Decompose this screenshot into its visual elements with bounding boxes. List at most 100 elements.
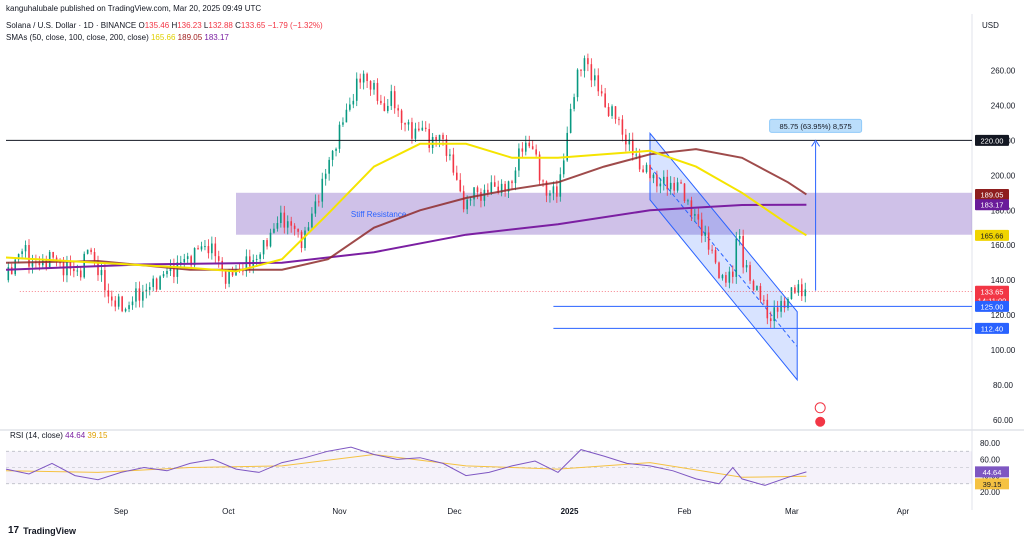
symbol-legend[interactable]: Solana / U.S. Dollar · 1D · BINANCE O135… (6, 21, 323, 30)
candle-body (269, 232, 272, 247)
candle-body (324, 173, 327, 179)
candle-body (76, 270, 79, 272)
candle-body (673, 182, 675, 191)
open-label: O (138, 21, 145, 30)
candle-body (514, 170, 517, 184)
price-tick-label: 240.00 (991, 101, 1016, 110)
price-axis-tag-label: 112.40 (981, 324, 1003, 333)
candle-body (242, 270, 244, 272)
candle-body (735, 238, 738, 277)
candle-body (373, 82, 375, 90)
drawings: 85.75 (63.95%) 8,575 (6, 118, 972, 427)
high-value: 136.23 (177, 21, 202, 30)
candle-body (625, 134, 627, 145)
candle-body (114, 300, 117, 307)
candle-body (128, 305, 130, 310)
candle-body (480, 192, 482, 201)
candle-body (255, 258, 258, 261)
candle-body (28, 245, 30, 267)
sma100-line (5, 148, 807, 271)
candle-body (604, 93, 606, 107)
candle-body (180, 262, 182, 264)
close-value: 133.65 (240, 21, 266, 30)
price-tick-label: 160.00 (991, 241, 1016, 250)
candle-body (66, 262, 68, 276)
candle-body (452, 154, 455, 173)
candle-body (421, 127, 424, 131)
candle-body (725, 275, 727, 283)
candle-body (62, 262, 65, 276)
price-axis-tag (975, 199, 1009, 211)
candle-body (331, 150, 334, 160)
sma-legend[interactable]: SMAs (50, close, 100, close, 200, close)… (6, 33, 229, 42)
candle-body (556, 186, 558, 197)
candle-body (31, 261, 34, 267)
price-axis-tag-label: 220.00 (981, 136, 1004, 145)
rsi-value-tag (975, 466, 1009, 478)
candle-body (776, 307, 779, 312)
candle-body (207, 246, 210, 254)
low-value: 132.88 (208, 21, 233, 30)
candle-body (745, 265, 748, 268)
price-axis-tag-label: 165.66 (981, 231, 1004, 240)
candle-body (700, 219, 703, 236)
candle-body (676, 182, 679, 191)
candle-body (342, 122, 344, 125)
candle-body (445, 139, 448, 156)
candle-body (117, 296, 120, 307)
candle-body (262, 240, 265, 255)
candle-body (487, 189, 489, 193)
tradingview-logo[interactable]: 17 TradingView (8, 525, 76, 536)
candle-body (24, 245, 27, 252)
candle-body (714, 250, 717, 263)
channel-midline (649, 166, 798, 347)
candle-body (204, 246, 206, 248)
sma200-line (5, 203, 807, 271)
candle-body (424, 127, 427, 130)
candle-body (352, 100, 355, 105)
candle-body (763, 299, 765, 301)
candle-body (142, 291, 144, 301)
candle-body (79, 270, 82, 278)
rsi-legend[interactable]: RSI (14, close) 44.64 39.15 (10, 431, 107, 440)
descending-channel (649, 131, 798, 382)
candle-body (704, 232, 706, 236)
candle-body (148, 287, 151, 290)
candle-body (14, 259, 16, 275)
candle-body (683, 183, 686, 202)
price-axis-tag-label: 183.17 (981, 201, 1004, 210)
candle-body (580, 69, 582, 71)
candle-body (407, 122, 410, 125)
candle-body (190, 256, 192, 266)
event-icon (814, 402, 826, 414)
time-axis[interactable]: Sep Oct Nov Dec 2025 Feb Mar Apr (114, 507, 910, 516)
price-axis-tag-label: 189.05 (981, 190, 1004, 199)
candle-body (645, 164, 648, 173)
candle-body (159, 276, 161, 290)
candle-body (411, 122, 413, 139)
candle-body (211, 243, 213, 254)
candle-body (569, 108, 572, 133)
candle-body (428, 129, 430, 148)
candle-body (642, 169, 644, 173)
candle-body (10, 267, 13, 275)
price-axis[interactable]: 60.00 80.00 100.00 120.00 140.00 160.00 180.00… (975, 66, 1016, 425)
candle-body (338, 124, 341, 149)
candle-body (728, 271, 731, 283)
sma50-value: 165.66 (150, 33, 176, 42)
candle-body (145, 289, 148, 292)
candle-body (652, 174, 655, 179)
candle-body (221, 260, 223, 271)
candle-body (390, 91, 393, 106)
close-label: C (235, 21, 241, 30)
candle-body (273, 228, 275, 233)
candle-body (466, 199, 468, 210)
measure-label: 85.75 (63.95%) 8,575 (780, 122, 852, 131)
time-tick-label: 2025 (561, 507, 579, 516)
candle-body (311, 213, 313, 228)
candle-body (376, 82, 379, 101)
candle-body (59, 262, 61, 264)
candle-body (280, 212, 282, 224)
currency-label: USD (982, 21, 999, 30)
